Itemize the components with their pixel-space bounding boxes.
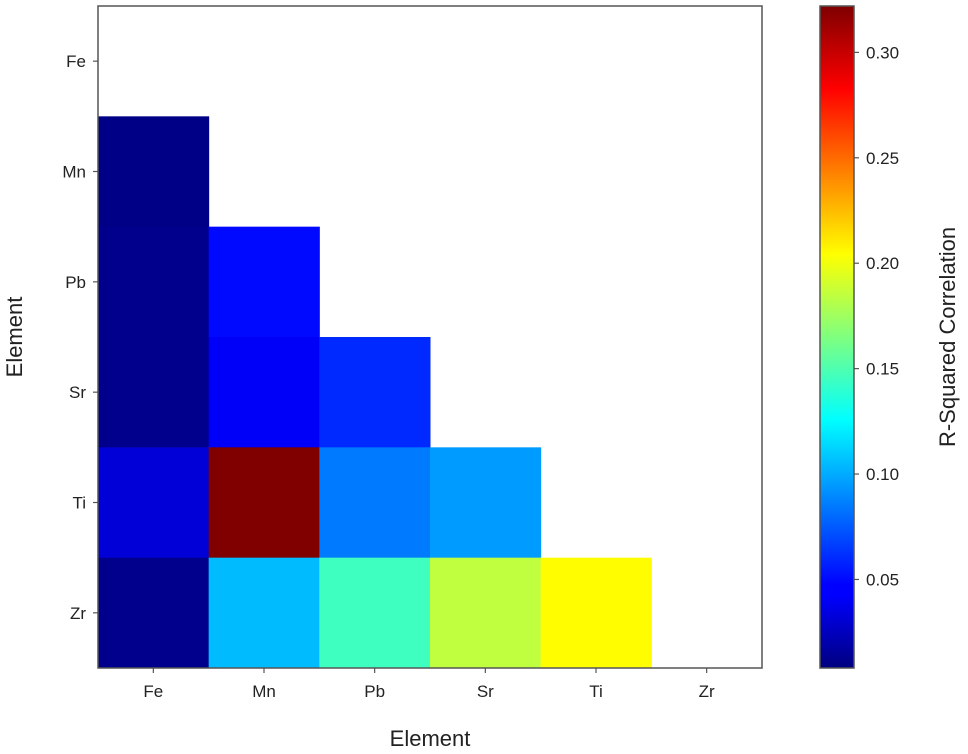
x-tick-label: Fe — [143, 682, 163, 701]
colorbar-tick-label: 0.10 — [866, 465, 899, 484]
colorbar-ticks: 0.05 0.10 0.15 0.20 0.25 0.30 — [854, 43, 899, 589]
y-tick-label: Mn — [62, 163, 86, 182]
y-tick-label: Pb — [65, 273, 86, 292]
heatmap-cell-zr-mn — [208, 557, 320, 669]
y-axis-title: Element — [2, 297, 27, 378]
x-axis: Fe Mn Pb Sr Ti Zr — [143, 668, 715, 701]
heatmap-cell-zr-pb — [319, 557, 431, 669]
colorbar — [819, 5, 855, 669]
x-tick-label: Pb — [364, 682, 385, 701]
heatmap-cell-pb-fe — [98, 226, 210, 338]
colorbar-tick-label: 0.05 — [866, 570, 899, 589]
y-tick-label: Fe — [66, 52, 86, 71]
heatmap-cell-ti-sr — [430, 447, 542, 559]
colorbar-tick-label: 0.20 — [866, 254, 899, 273]
x-tick-label: Mn — [252, 682, 276, 701]
x-tick-label: Zr — [699, 682, 715, 701]
x-tick-label: Ti — [589, 682, 603, 701]
y-axis: Fe Mn Pb Sr Ti Zr — [62, 52, 98, 623]
heatmap-cell-ti-fe — [98, 447, 210, 559]
x-axis-title: Element — [390, 726, 471, 751]
y-tick-label: Ti — [72, 494, 86, 513]
colorbar-title: R-Squared Correlation — [935, 227, 960, 447]
heatmap-cell-mn-fe — [98, 116, 210, 228]
y-tick-label: Sr — [69, 383, 86, 402]
plot-frame — [97, 5, 763, 669]
heatmap-cells — [98, 116, 652, 669]
heatmap-cell-sr-mn — [208, 337, 320, 448]
heatmap-cell-ti-mn — [208, 447, 320, 559]
heatmap-cell-zr-ti — [540, 557, 652, 669]
x-tick-label: Sr — [477, 682, 494, 701]
heatmap-cell-zr-fe — [98, 557, 210, 669]
heatmap-cell-ti-pb — [319, 447, 431, 559]
y-tick-label: Zr — [70, 604, 86, 623]
heatmap-cell-pb-mn — [208, 226, 320, 338]
colorbar-tick-label: 0.30 — [866, 43, 899, 62]
heatmap-cell-sr-pb — [319, 337, 431, 448]
colorbar-tick-label: 0.15 — [866, 360, 899, 379]
heatmap-cell-sr-fe — [98, 337, 210, 448]
heatmap-cell-zr-sr — [430, 557, 542, 669]
colorbar-tick-label: 0.25 — [866, 149, 899, 168]
